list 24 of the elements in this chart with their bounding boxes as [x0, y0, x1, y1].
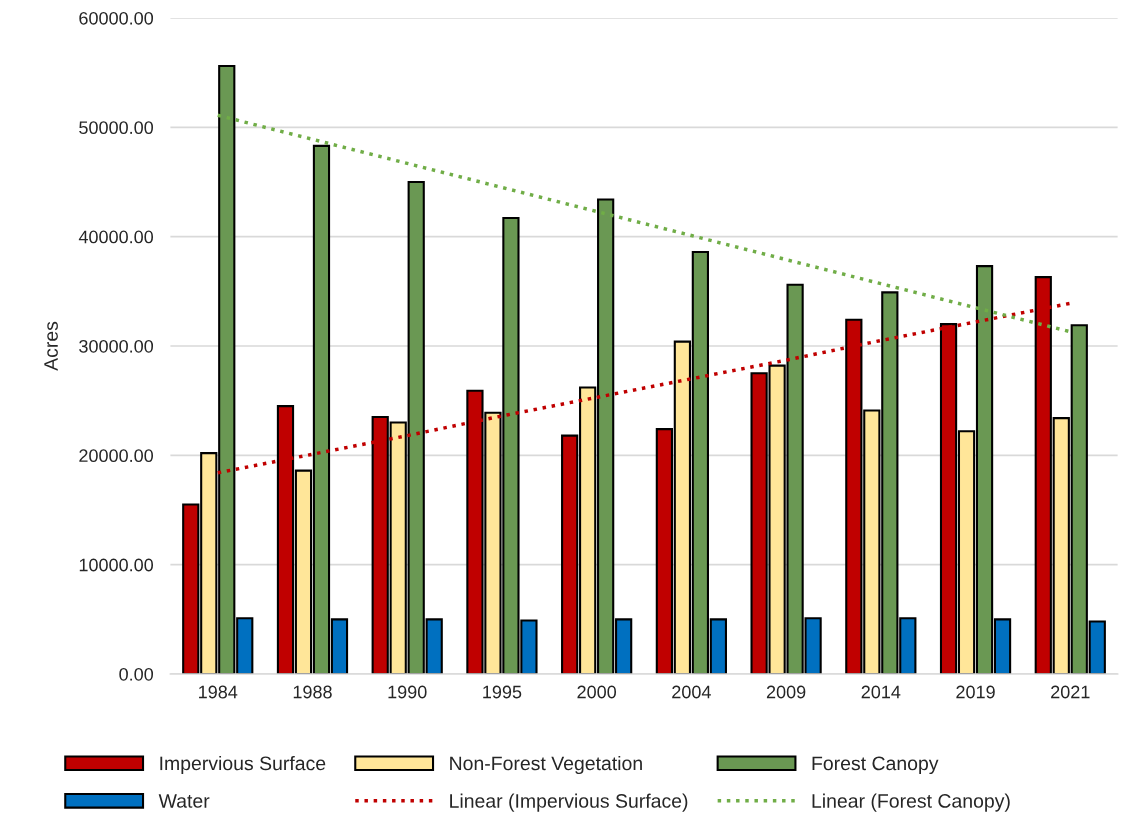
- x-tick-label: 2004: [672, 685, 711, 699]
- legend-label: Linear (Impervious Surface): [450, 793, 688, 812]
- x-tick-label: 2021: [1051, 685, 1090, 699]
- x-tick-label: 2019: [956, 685, 995, 699]
- y-tick-label: 0.00: [119, 667, 154, 681]
- legend-label: Non-Forest Vegetation: [450, 755, 642, 775]
- x-tick-label: 1988: [293, 685, 332, 699]
- x-tick-label: 1995: [483, 685, 522, 699]
- y-tick-label: 30000.00: [79, 339, 154, 353]
- legend-label: Forest Canopy: [812, 756, 939, 775]
- y-tick-label: 50000.00: [79, 121, 154, 135]
- y-tick-label: 10000.00: [79, 558, 154, 572]
- y-tick-label: 60000.00: [79, 11, 154, 25]
- y-axis-title: Acres: [44, 321, 58, 371]
- x-tick-label: 2009: [766, 685, 806, 699]
- x-tick-label: 1984: [199, 685, 238, 699]
- x-tick-label: 2000: [577, 685, 617, 699]
- legend-label: Water: [158, 794, 210, 808]
- legend-label: Impervious Surface: [160, 755, 326, 775]
- legend-label: Linear (Forest Canopy): [812, 793, 1010, 812]
- y-tick-label: 40000.00: [78, 230, 154, 244]
- x-tick-label: 1990: [388, 685, 427, 699]
- x-tick-label: 2014: [861, 685, 901, 699]
- y-tick-label: 20000.00: [79, 449, 154, 463]
